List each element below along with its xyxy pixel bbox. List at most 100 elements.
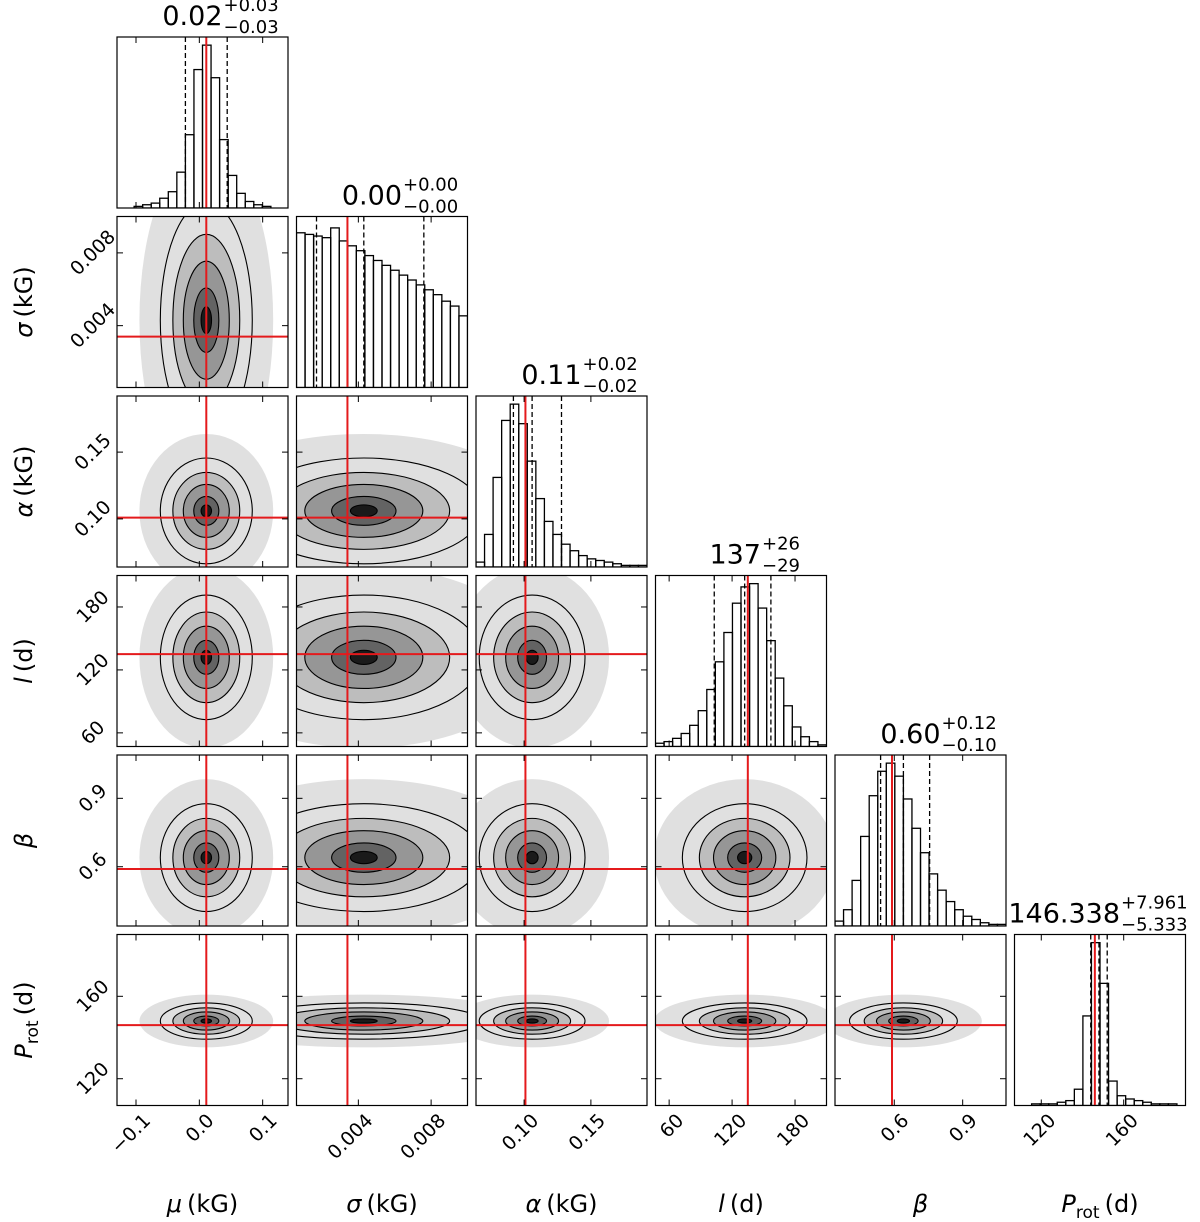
x-tick-label: 120 [710, 1110, 751, 1151]
hist-bar [176, 171, 187, 208]
title-plus: +0.02 [583, 354, 638, 375]
y-tick-label: 0.008 [66, 226, 120, 280]
hist-bar [347, 245, 357, 388]
panel-frame [295, 215, 469, 389]
axis-symbol: P [1061, 1190, 1076, 1218]
panel [133, 37, 272, 208]
hist-bar [860, 835, 870, 926]
panel [296, 755, 468, 926]
panel-frame [295, 395, 469, 568]
hist-bar [210, 77, 221, 208]
hist-bar [509, 403, 520, 567]
panel-frame [475, 933, 648, 1107]
panel-frame [654, 754, 828, 927]
hist-bar [595, 559, 605, 567]
axis-symbol: β [10, 833, 38, 849]
hist-bar [236, 192, 246, 208]
y-tick-label: 0.15 [70, 429, 115, 474]
hist-bar [449, 305, 460, 388]
panel [835, 755, 1006, 926]
axis-symbol: σ [10, 322, 38, 338]
panel [1030, 934, 1178, 1106]
hist-bar [1107, 1080, 1118, 1106]
hist-bar [569, 550, 580, 567]
hist-bar [500, 419, 511, 567]
hist-bar [663, 740, 674, 747]
panel [655, 575, 827, 747]
y-tick-label: 160 [72, 976, 113, 1017]
panel [117, 216, 288, 388]
hist-bar [954, 909, 964, 926]
title-minus: −5.333 [1121, 915, 1188, 936]
x-tick-label: 0.1 [245, 1110, 282, 1147]
contour [737, 850, 753, 865]
axis-symbol: β [912, 1190, 928, 1218]
axis-unit: (kG) [546, 1190, 597, 1218]
title-minus: −0.10 [942, 735, 997, 756]
panel [476, 575, 647, 747]
panel [476, 755, 647, 926]
panel [655, 934, 827, 1106]
axis-subscript: rot [23, 1020, 43, 1044]
y-tick-label: 0.6 [75, 848, 112, 885]
x-tick-label: 0.004 [323, 1110, 377, 1164]
hist-bar [731, 602, 742, 747]
panel-frame [295, 574, 469, 748]
panel [117, 755, 288, 926]
panel-frame [116, 574, 289, 748]
axis-label: σ(kG) [346, 1190, 417, 1218]
hist-bar [919, 852, 930, 926]
hist-bar [902, 798, 913, 926]
axis-unit: (d) [10, 638, 38, 672]
hist-bar [483, 533, 494, 567]
axis-symbol: α [525, 1190, 541, 1218]
hist-bar [971, 918, 981, 926]
hist-bar [312, 235, 323, 388]
title-minus: −0.02 [583, 376, 638, 397]
y-tick-label: 0.10 [70, 496, 115, 541]
y-tick-label: 180 [72, 586, 113, 627]
hist-bar [1116, 1095, 1127, 1106]
axis-symbol: l [718, 1190, 725, 1218]
hist-bar [1133, 1099, 1144, 1106]
hist-bar [296, 232, 306, 388]
hist-bar [962, 915, 973, 926]
title-plus: +26 [762, 534, 800, 555]
contour [896, 1018, 911, 1024]
hist-bar [476, 561, 486, 567]
hist-bar [458, 315, 468, 388]
hist-bar [936, 889, 947, 926]
panel [655, 755, 827, 926]
hist-bar [355, 250, 366, 388]
hist-bar [577, 554, 588, 567]
panel-frame [834, 933, 1007, 1107]
panel-frame [475, 395, 648, 568]
hist-bar [603, 561, 614, 567]
title-minus: −0.00 [403, 197, 458, 218]
hist-bar [714, 661, 725, 747]
axis-unit: (d) [10, 981, 38, 1015]
axis-label: l(d) [718, 1190, 764, 1218]
x-tick-label: 0.9 [945, 1110, 982, 1147]
axis-unit: (kG) [366, 1190, 417, 1218]
title-plus: +0.03 [224, 0, 279, 16]
hist-bar [244, 200, 255, 208]
hist-bar [791, 726, 802, 747]
contour [349, 850, 378, 865]
hist-bar [911, 827, 922, 926]
y-tick-label: 120 [72, 649, 113, 690]
y-tick-label: 120 [72, 1058, 113, 1099]
hist-bar [945, 900, 956, 926]
hist-bar [689, 724, 699, 747]
contour [349, 504, 378, 518]
axis-unit: (kG) [10, 445, 38, 496]
axis-subscript: rot [1076, 1203, 1100, 1222]
axis-label: μ (kG) [166, 1190, 239, 1218]
panel-frame [654, 933, 828, 1107]
axis-label: β [912, 1190, 928, 1218]
hist-bar [552, 533, 563, 567]
axis-label: α (kG) [10, 445, 38, 517]
axis-symbol: μ [166, 1190, 182, 1218]
